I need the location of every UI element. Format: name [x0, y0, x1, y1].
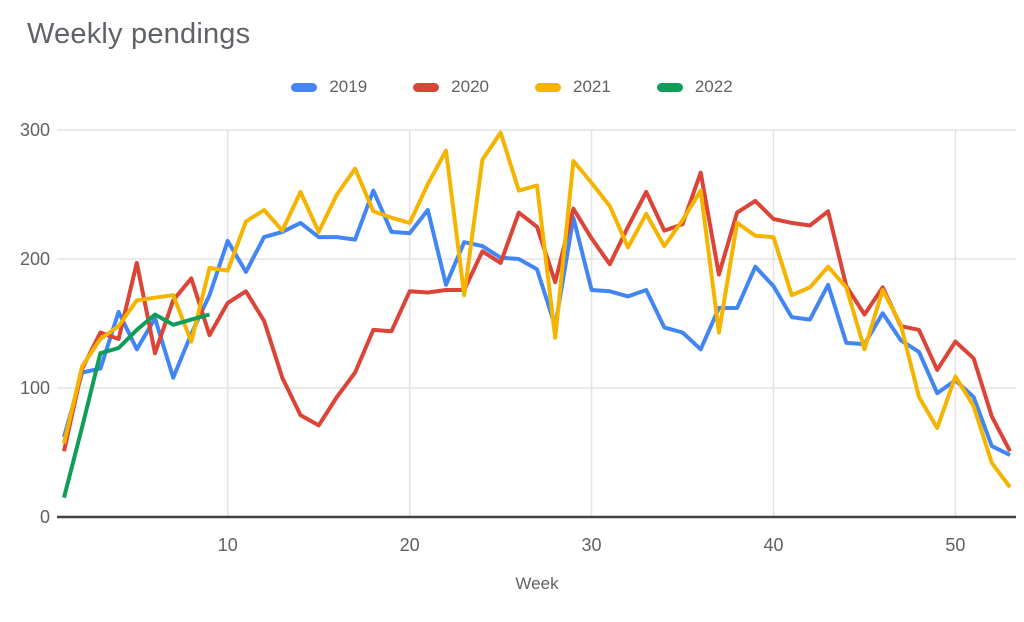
legend-label-2020: 2020 — [451, 77, 489, 96]
series-line-2020[interactable] — [62, 170, 1012, 453]
legend-item-2020[interactable]: 2020 — [413, 77, 489, 97]
series-line-2021[interactable] — [62, 130, 1012, 489]
chart-legend: 2019 2020 2021 2022 — [0, 77, 1024, 97]
legend-item-2022[interactable]: 2022 — [656, 77, 733, 97]
legend-swatch-2021 — [535, 82, 561, 92]
legend-item-2019[interactable]: 2019 — [291, 77, 367, 97]
legend-label-2021: 2021 — [573, 77, 611, 96]
chart-title: Weekly pendings — [27, 18, 251, 50]
x-tick-label-50: 50 — [945, 535, 965, 555]
x-tick-label-20: 20 — [400, 535, 420, 555]
y-tick-label-100: 100 — [20, 378, 50, 398]
x-tick-label-30: 30 — [582, 535, 602, 555]
x-tick-label-10: 10 — [218, 535, 238, 555]
legend-swatch-2019 — [291, 82, 318, 92]
y-tick-label-0: 0 — [40, 507, 50, 527]
x-axis-title: Week — [515, 574, 559, 593]
series-line-2022[interactable] — [62, 312, 211, 499]
legend-label-2019: 2019 — [329, 77, 368, 96]
y-tick-label-200: 200 — [20, 249, 50, 269]
y-tick-label-300: 300 — [20, 120, 50, 140]
x-tick-label-40: 40 — [763, 535, 783, 555]
series-line-2019[interactable] — [62, 188, 1011, 457]
legend-swatch-2022 — [656, 82, 683, 92]
legend-item-2021[interactable]: 2021 — [535, 77, 611, 97]
legend-swatch-2020 — [413, 82, 440, 92]
legend-label-2022: 2022 — [694, 77, 733, 96]
